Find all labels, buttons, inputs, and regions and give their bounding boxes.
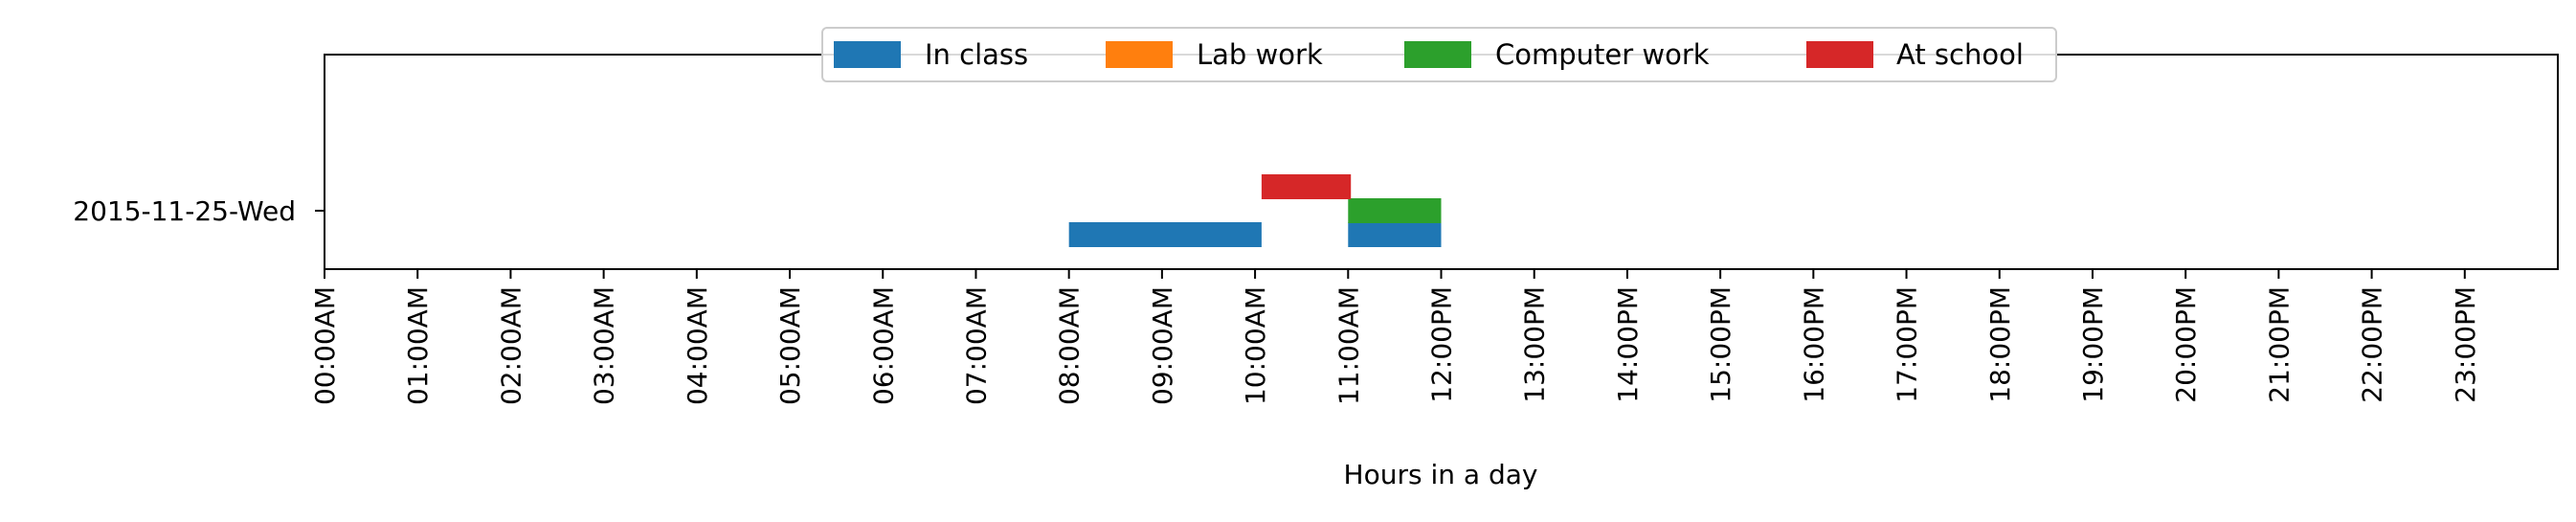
x-tick-label: 08:00AM: [1054, 286, 1086, 405]
bar-at-school-0: [1261, 174, 1352, 199]
x-tick-label: 16:00PM: [1798, 286, 1829, 403]
x-tick-label: 21:00PM: [2263, 286, 2295, 403]
y-ticks: 2015-11-25-Wed: [73, 195, 325, 227]
x-tick-label: 18:00PM: [1984, 286, 2016, 403]
x-tick-label: 09:00AM: [1147, 286, 1178, 405]
legend-label: In class: [925, 38, 1028, 71]
x-tick-label: 12:00PM: [1426, 286, 1458, 403]
x-tick-label: 02:00AM: [495, 286, 526, 405]
bar-in-class-0: [1068, 222, 1262, 247]
x-axis-label: Hours in a day: [1344, 459, 1538, 490]
legend-swatch-at-school: [1806, 41, 1873, 68]
x-ticks: 00:00AM 01:00AM 02:00AM 03:00AM 04:00AM 05:00…: [309, 269, 2481, 405]
x-tick-label: 19:00PM: [2077, 286, 2109, 403]
bar-computer-work-0: [1348, 198, 1442, 223]
legend-swatch-computer-work: [1404, 41, 1471, 68]
x-tick-label: 10:00AM: [1240, 286, 1271, 405]
legend-label: Computer work: [1495, 38, 1710, 71]
x-tick-label: 15:00PM: [1705, 286, 1736, 403]
x-tick-label: 22:00PM: [2357, 286, 2388, 403]
x-tick-label: 11:00AM: [1333, 286, 1364, 405]
legend: In class Lab work Computer work At school: [821, 27, 2057, 82]
legend-label: Lab work: [1197, 38, 1323, 71]
bar-in-class-1: [1348, 222, 1442, 247]
legend-swatch-lab-work: [1106, 41, 1173, 68]
x-tick-label: 00:00AM: [309, 286, 341, 405]
x-tick-label: 13:00PM: [1519, 286, 1551, 403]
x-tick-label: 07:00AM: [960, 286, 992, 405]
x-tick-label: 04:00AM: [682, 286, 713, 405]
x-tick-label: 05:00AM: [774, 286, 806, 405]
x-tick-label: 20:00PM: [2170, 286, 2202, 403]
x-tick-label: 06:00AM: [867, 286, 899, 405]
marks-layer: [1068, 174, 1442, 247]
legend-swatch-in-class: [834, 41, 901, 68]
x-tick-label: 14:00PM: [1612, 286, 1644, 403]
x-tick-label: 17:00PM: [1892, 286, 1923, 403]
x-tick-label: 23:00PM: [2450, 286, 2481, 403]
x-tick-label: 01:00AM: [402, 286, 434, 405]
x-tick-label: 03:00AM: [589, 286, 620, 405]
y-tick-label: 2015-11-25-Wed: [73, 195, 296, 227]
legend-label: At school: [1896, 38, 2024, 71]
